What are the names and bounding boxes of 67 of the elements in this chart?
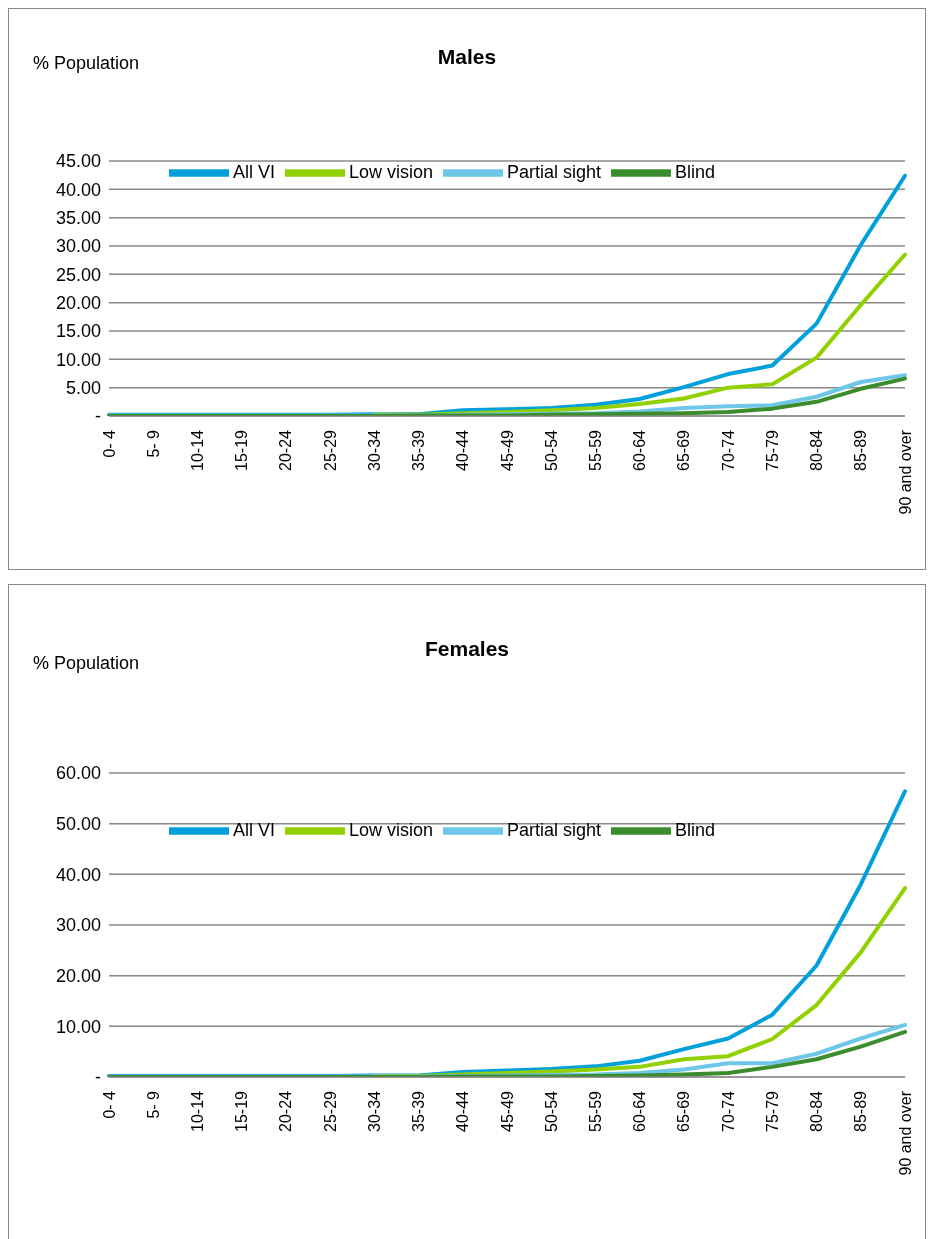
y-tick-label: 20.00: [55, 293, 101, 314]
x-tick-label: 10-14: [188, 1090, 206, 1132]
x-tick-label: 30-34: [365, 1090, 383, 1132]
x-tick-label: 80-84: [808, 429, 826, 471]
y-tick-label: 25.00: [55, 264, 101, 285]
x-tick-label: 55-59: [586, 1090, 604, 1132]
x-tick-label: 0- 4: [100, 429, 118, 458]
x-tick-label: 15-19: [233, 429, 251, 471]
x-tick-label: 20-24: [277, 1090, 295, 1132]
x-tick-label: 85-89: [852, 429, 870, 471]
x-tick-label: 60-64: [631, 429, 649, 471]
y-tick-label: 50.00: [55, 814, 101, 835]
x-tick-label: 55-59: [586, 429, 604, 471]
y-tick-label: 5.00: [65, 378, 101, 399]
y-tick-label: 10.00: [55, 349, 101, 370]
y-tick-label: 60.00: [55, 763, 101, 784]
y-tick-label: 40.00: [55, 179, 101, 200]
chart-title: Males: [437, 45, 497, 68]
y-tick-label: 20.00: [55, 966, 101, 987]
x-tick-label: 15-19: [233, 1090, 251, 1132]
x-tick-label: 50-54: [542, 429, 560, 471]
x-tick-label: 85-89: [852, 1090, 870, 1132]
y-tick-label: 35.00: [55, 208, 101, 229]
x-tick-label: 5- 9: [144, 429, 162, 458]
legend-label: All VI: [233, 819, 276, 840]
x-tick-label: 65-69: [675, 1090, 693, 1132]
y-axis-title: % Population: [33, 53, 140, 74]
y-tick-label: 30.00: [55, 236, 101, 257]
legend-label: Low vision: [349, 161, 434, 182]
chart-title: Females: [424, 637, 510, 660]
y-tick-label: 15.00: [55, 321, 101, 342]
x-tick-label: 75-79: [763, 1090, 781, 1132]
y-tick-label: -: [95, 406, 101, 427]
y-axis-title: % Population: [33, 653, 140, 674]
x-tick-label: 65-69: [675, 429, 693, 471]
x-tick-label: 20-24: [277, 429, 295, 471]
x-tick-label: 40-44: [454, 1090, 472, 1132]
x-tick-label: 25-29: [321, 429, 339, 471]
y-tick-label: -: [95, 1067, 101, 1088]
x-tick-label: 60-64: [631, 1090, 649, 1132]
y-tick-label: 40.00: [55, 864, 101, 885]
x-tick-label: 90 and over: [896, 1090, 914, 1176]
x-tick-label: 80-84: [808, 1090, 826, 1132]
x-tick-label: 75-79: [763, 429, 781, 471]
x-tick-label: 90 and over: [896, 429, 914, 515]
legend-label: Partial sight: [507, 819, 602, 840]
y-tick-label: 30.00: [55, 915, 101, 936]
x-tick-label: 40-44: [454, 429, 472, 471]
legend-label: All VI: [233, 161, 276, 182]
x-tick-label: 50-54: [542, 1090, 560, 1132]
legend-label: Low vision: [349, 819, 434, 840]
x-tick-label: 35-39: [410, 429, 428, 471]
x-tick-label: 25-29: [321, 1090, 339, 1132]
legend-label: Partial sight: [507, 161, 602, 182]
y-tick-label: 10.00: [55, 1016, 101, 1037]
legend-label: Blind: [675, 161, 716, 182]
x-tick-label: 30-34: [365, 429, 383, 471]
x-tick-label: 10-14: [188, 429, 206, 471]
x-tick-label: 35-39: [410, 1090, 428, 1132]
x-tick-label: 0- 4: [100, 1090, 118, 1119]
y-tick-label: 45.00: [55, 151, 101, 172]
legend-label: Blind: [675, 819, 716, 840]
x-tick-label: 45-49: [498, 1090, 516, 1132]
x-tick-label: 5- 9: [144, 1090, 162, 1119]
x-tick-label: 45-49: [498, 429, 516, 471]
x-tick-label: 70-74: [719, 1090, 737, 1132]
x-tick-label: 70-74: [719, 429, 737, 471]
